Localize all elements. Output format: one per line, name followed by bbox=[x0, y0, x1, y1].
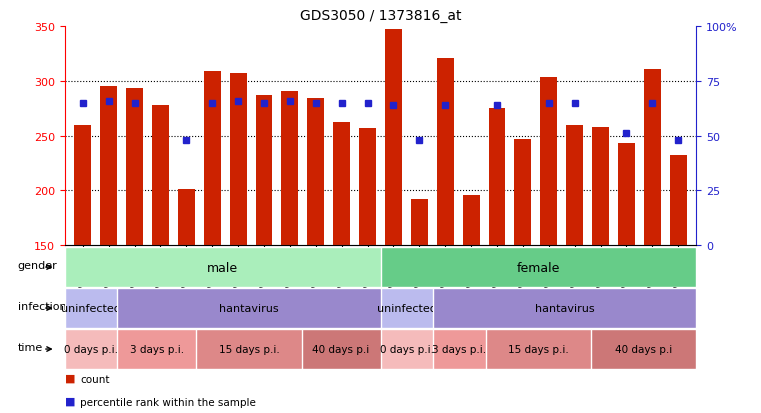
Text: 15 days p.i.: 15 days p.i. bbox=[218, 344, 279, 354]
Bar bbox=[437, 59, 454, 246]
Bar bbox=[75, 125, 91, 246]
Text: 3 days p.i.: 3 days p.i. bbox=[432, 344, 486, 354]
Bar bbox=[100, 87, 117, 246]
Bar bbox=[540, 78, 557, 246]
Text: gender: gender bbox=[18, 261, 57, 271]
Text: hantavirus: hantavirus bbox=[535, 303, 594, 313]
Text: uninfected: uninfected bbox=[377, 303, 437, 313]
Bar bbox=[359, 128, 376, 246]
Text: 15 days p.i.: 15 days p.i. bbox=[508, 344, 568, 354]
Bar bbox=[307, 99, 324, 246]
Text: 40 days p.i: 40 days p.i bbox=[313, 344, 370, 354]
Bar bbox=[333, 123, 350, 246]
Text: uninfected: uninfected bbox=[61, 303, 121, 313]
Bar bbox=[126, 89, 143, 246]
Text: ■: ■ bbox=[65, 373, 75, 383]
Bar bbox=[592, 128, 609, 246]
Text: GDS3050 / 1373816_at: GDS3050 / 1373816_at bbox=[300, 9, 461, 23]
Bar bbox=[644, 69, 661, 246]
Text: female: female bbox=[517, 261, 560, 274]
Bar bbox=[618, 144, 635, 246]
Bar bbox=[152, 106, 169, 246]
Text: ■: ■ bbox=[65, 396, 75, 406]
Bar bbox=[514, 140, 531, 246]
Bar bbox=[411, 200, 428, 246]
Bar bbox=[463, 195, 479, 246]
Bar bbox=[670, 156, 686, 246]
Text: 3 days p.i.: 3 days p.i. bbox=[129, 344, 184, 354]
Text: 40 days p.i: 40 days p.i bbox=[615, 344, 672, 354]
Bar bbox=[230, 74, 247, 246]
Text: 0 days p.i.: 0 days p.i. bbox=[380, 344, 434, 354]
Text: male: male bbox=[207, 261, 238, 274]
Bar bbox=[282, 91, 298, 246]
Bar bbox=[385, 30, 402, 246]
Bar bbox=[256, 96, 272, 246]
Text: count: count bbox=[80, 374, 110, 384]
Text: infection: infection bbox=[18, 301, 66, 311]
Bar bbox=[489, 109, 505, 246]
Text: percentile rank within the sample: percentile rank within the sample bbox=[80, 397, 256, 407]
Text: time: time bbox=[18, 342, 43, 352]
Bar bbox=[204, 72, 221, 246]
Bar bbox=[566, 125, 583, 246]
Text: hantavirus: hantavirus bbox=[219, 303, 279, 313]
Bar bbox=[178, 190, 195, 246]
Text: 0 days p.i.: 0 days p.i. bbox=[64, 344, 118, 354]
